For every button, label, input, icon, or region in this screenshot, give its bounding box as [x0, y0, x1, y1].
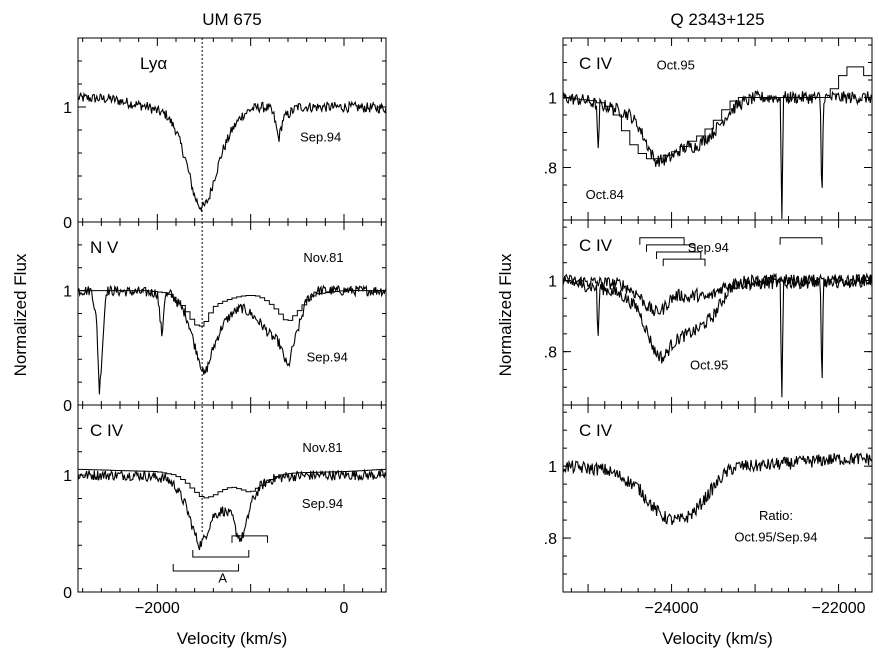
- component-bracket: [779, 237, 823, 245]
- x-tick-label: −24000: [645, 600, 699, 617]
- panel-frame: [562, 404, 873, 593]
- series-line-nov-81: [78, 290, 386, 327]
- ion-label: C IV: [579, 54, 613, 73]
- y-tick-label: 1: [63, 100, 72, 117]
- annotation-label: Oct.95: [690, 357, 728, 372]
- y-tick-label: 0: [63, 215, 72, 232]
- series-line-oct-95: [562, 89, 873, 219]
- ion-label: Lyα: [140, 54, 167, 73]
- annotation-label: A: [218, 571, 227, 586]
- series-line-oct-84: [563, 66, 873, 160]
- component-bracket: [172, 563, 240, 572]
- ion-label: C IV: [579, 236, 613, 255]
- y-tick-label: 0: [63, 585, 72, 602]
- y-axis-label: Normalized Flux: [11, 253, 30, 376]
- x-tick-label: −22000: [812, 600, 866, 617]
- chart-title: Q 2343+125: [670, 10, 764, 29]
- annotation-label: Sep.94: [300, 130, 341, 145]
- component-bracket: [231, 535, 268, 543]
- series-line-oct-95: [562, 272, 873, 398]
- series-line-sep-94: [77, 284, 387, 395]
- annotation-label: Sep.94: [688, 240, 729, 255]
- y-tick-label: 1: [63, 468, 72, 485]
- ion-label: C IV: [90, 421, 124, 440]
- x-axis-label: Velocity (km/s): [177, 629, 288, 648]
- chart-title: UM 675: [202, 10, 262, 29]
- y-tick-label: 1: [548, 91, 557, 108]
- component-bracket: [639, 237, 685, 245]
- y-tick-label: 0: [63, 398, 72, 415]
- ion-label: C IV: [579, 421, 613, 440]
- annotation-label: Ratio:: [759, 508, 793, 523]
- series-line-sep-94: [562, 273, 873, 317]
- y-tick-label: .8: [544, 161, 557, 178]
- series-line-sep-94: [77, 468, 387, 551]
- component-bracket: [662, 258, 706, 267]
- annotation-label: Oct.95/Sep.94: [734, 530, 817, 545]
- x-tick-label: 0: [340, 600, 349, 617]
- annotation-label: Nov.81: [302, 440, 342, 455]
- annotation-label: Oct.84: [586, 187, 624, 202]
- y-tick-label: 1: [63, 284, 72, 301]
- x-axis-label: Velocity (km/s): [662, 629, 773, 648]
- ion-label: N V: [90, 238, 119, 257]
- component-bracket: [192, 549, 250, 558]
- component-bracket: [646, 244, 696, 252]
- y-tick-label: 1: [548, 459, 557, 476]
- series-line-sep-94: [77, 91, 387, 213]
- annotation-label: Oct.95: [657, 58, 695, 73]
- y-tick-label: .8: [544, 531, 557, 548]
- component-bracket: [656, 251, 702, 260]
- y-axis-label: Normalized Flux: [496, 253, 515, 376]
- series-line-ratio: [562, 452, 873, 526]
- annotation-label: Nov.81: [303, 250, 343, 265]
- annotation-label: Sep.94: [307, 350, 348, 365]
- y-tick-label: 1: [548, 273, 557, 290]
- annotation-label: Sep.94: [302, 496, 343, 511]
- x-tick-label: −2000: [135, 600, 180, 617]
- y-tick-label: .8: [544, 345, 557, 362]
- series-line-nov-81: [78, 468, 387, 499]
